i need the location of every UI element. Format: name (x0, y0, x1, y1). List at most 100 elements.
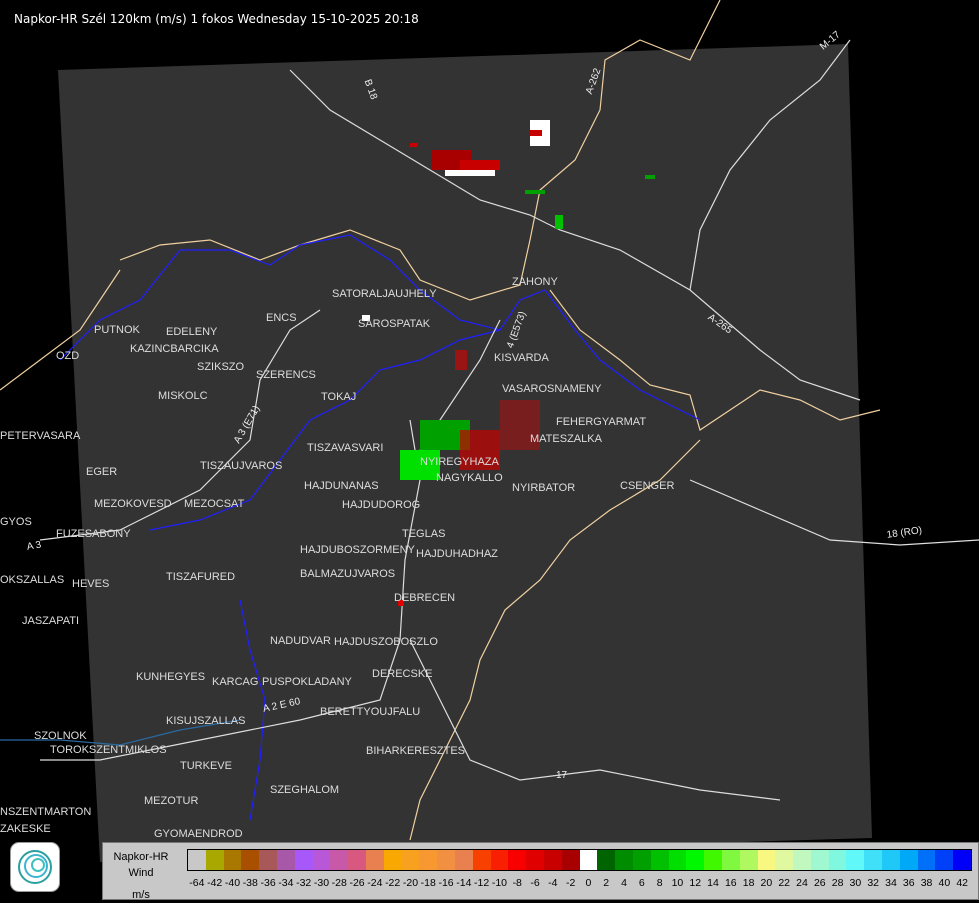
legend-color-cell (579, 850, 598, 870)
town-label: MEZOKOVESD (94, 498, 172, 510)
legend-color-cell (561, 850, 580, 870)
town-label: KISUJSZALLAS (166, 715, 246, 727)
color-legend: Napkor-HR Wind m/s -64 -42 -40 -38 -36 -34 -32… (102, 842, 979, 901)
legend-color-cell (472, 850, 491, 870)
legend-color-cell (454, 850, 473, 870)
legend-tick-label: 0 (585, 877, 592, 889)
legend-tick-label: 28 (831, 877, 844, 889)
town-label: BERETTYOUJFALU (320, 706, 421, 718)
legend-tick-label: -16 (438, 877, 454, 889)
town-label: FUZESABONY (56, 528, 131, 540)
road (39, 309, 321, 541)
legend-tick-label: 8 (656, 877, 663, 889)
town-label: SZERENCS (256, 369, 316, 381)
legend-tick-label: 18 (742, 877, 755, 889)
town-label: HAJDUNANAS (304, 480, 379, 492)
road (409, 639, 781, 801)
swirl-logo-icon (18, 850, 52, 884)
legend-tick-label: 14 (707, 877, 719, 889)
legend-tick-label: -22 (385, 877, 401, 889)
radar-echoes (362, 120, 655, 606)
town-label: NYIREGYHAZA (420, 456, 499, 468)
legend-color-cell (935, 850, 954, 870)
town-label: ZAKESKE (0, 823, 51, 835)
town-label: BIHARKERESZTES (366, 745, 466, 757)
town-label: MATESZALKA (530, 433, 602, 445)
town-label: KARCAG (212, 676, 259, 688)
legend-color-cell (757, 850, 776, 870)
legend-tick-label: -20 (402, 877, 419, 889)
country-border (0, 269, 121, 391)
town-label: HAJDUBOSZORMENY (300, 544, 415, 556)
legend-tick-label: 40 (938, 877, 951, 889)
road (289, 69, 861, 401)
town-label: SZEGHALOM (270, 784, 340, 796)
legend-color-cell (597, 850, 616, 870)
river (149, 329, 501, 531)
town-label: GYOMAENDROD (154, 828, 243, 840)
legend-tick-label: -14 (456, 877, 472, 889)
legend-color-cell (330, 850, 349, 870)
town-label: ZAHONY (512, 276, 558, 288)
napkor-logo (10, 842, 60, 892)
legend-tick-label: -42 (207, 877, 223, 889)
legend-tick-label: 22 (778, 877, 791, 889)
town-label: NSZENTMARTON (0, 806, 92, 818)
legend-color-cell (223, 850, 242, 870)
town-label: KAZINCBARCIKA (130, 343, 219, 355)
legend-tick-label: -24 (367, 877, 383, 889)
legend-tick-label: 16 (724, 877, 737, 889)
town-label: JASZAPATI (22, 615, 80, 627)
town-label: TISZAUJVAROS (200, 460, 283, 472)
legend-tick-label: 32 (867, 877, 880, 889)
town-label: PETERVASARA (0, 430, 81, 442)
legend-color-cell (437, 850, 455, 870)
legend-color-cell (259, 850, 277, 870)
town-label: OKSZALLAS (0, 574, 65, 586)
map-title: Napkor-HR Szél 120km (m/s) 1 fokos Wedne… (14, 12, 419, 26)
legend-color-cell (294, 850, 313, 870)
legend-quantity: Wind (128, 867, 154, 879)
legend-color-cell (668, 850, 687, 870)
legend-color-cell (312, 850, 331, 870)
legend-color-cell (365, 850, 384, 870)
legend-tick-label: 6 (638, 877, 645, 889)
legend-color-cell (775, 850, 794, 870)
town-label: OZD (56, 350, 80, 362)
road (689, 39, 851, 291)
town-label: HAJDUDOROG (342, 499, 421, 511)
legend-tick-label: 36 (902, 877, 915, 889)
town-label: FEHERGYARMAT (556, 416, 647, 428)
legend-color-cell (721, 850, 740, 870)
legend-color-cell (828, 850, 847, 870)
river (0, 719, 241, 746)
legend-tick-label: 30 (849, 877, 862, 889)
legend-color-cell (205, 850, 224, 870)
legend-color-cell (401, 850, 420, 870)
town-label: TURKEVE (180, 760, 232, 772)
town-label: SZOLNOK (34, 730, 87, 742)
town-label: NAGYKALLO (436, 472, 503, 484)
legend-color-cell (739, 850, 758, 870)
legend-color-cell (543, 850, 562, 870)
legend-tick-label: 34 (885, 877, 897, 889)
town-label: DERECSKE (372, 668, 433, 680)
legend-tick-label: 26 (813, 877, 826, 889)
town-label: DEBRECEN (394, 592, 456, 604)
town-label: SZIKSZO (197, 361, 245, 373)
town-label: TISZAVASVARI (307, 442, 384, 454)
town-label: HAJDUSZOBOSZLO (334, 636, 438, 648)
legend-tick-label: -18 (420, 877, 436, 889)
legend-tick-label: -12 (474, 877, 490, 889)
legend-color-cell (615, 850, 633, 870)
legend-tick-label: 2 (603, 877, 610, 889)
legend-color-cell (383, 850, 402, 870)
legend-color-cell (899, 850, 918, 870)
town-label: CSENGER (620, 480, 675, 492)
town-label: MEZOCSAT (184, 498, 245, 510)
legend-tick-label: -10 (491, 877, 508, 889)
legend-color-cell (188, 850, 206, 870)
legend-tick-label: -40 (224, 877, 241, 889)
legend-tick-label: -64 (189, 877, 205, 889)
